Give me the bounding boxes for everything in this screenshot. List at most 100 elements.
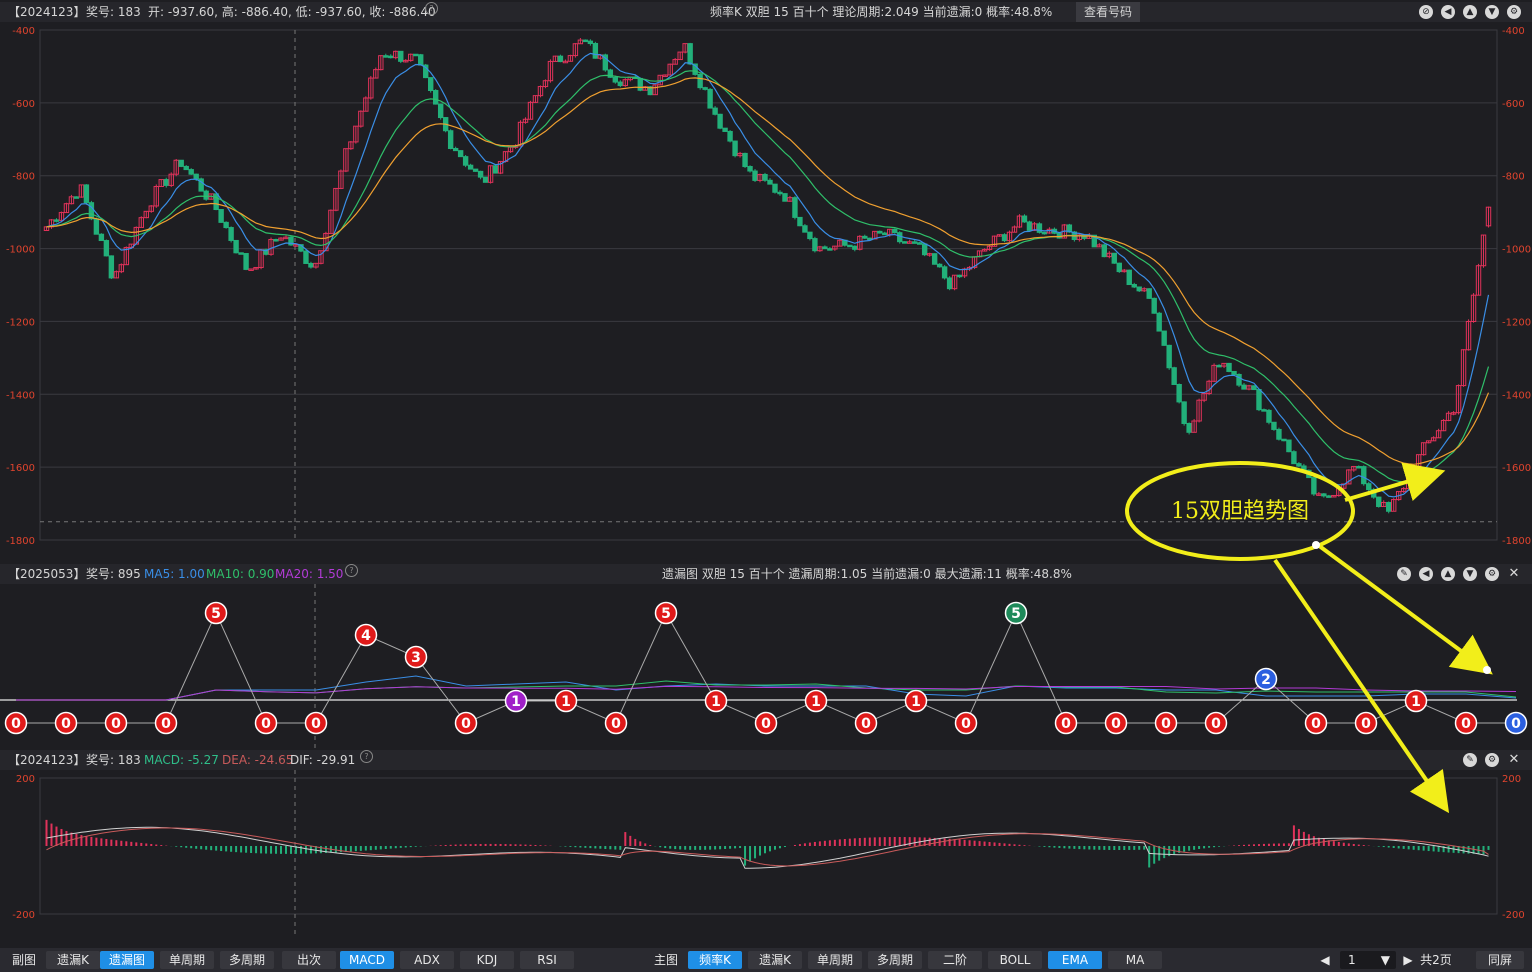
omission-point — [354, 623, 378, 647]
omission-point — [504, 689, 528, 713]
candle-body — [462, 156, 469, 166]
main-chart-button-4[interactable]: 多周期 — [868, 951, 922, 969]
candle-body — [1111, 252, 1117, 264]
ma5-label: MA5: 1.00 — [144, 567, 205, 581]
candle-body — [88, 202, 95, 220]
candle-body — [293, 244, 299, 247]
view-numbers-button[interactable]: 查看号码 — [1076, 2, 1141, 22]
candle-body — [916, 242, 923, 245]
candle-body — [1196, 399, 1202, 422]
page-select[interactable]: 1 ▼ — [1340, 951, 1396, 969]
main-chart-button-5[interactable]: 二阶 — [928, 951, 982, 969]
sub-chart-button-6[interactable]: MACD — [340, 951, 394, 969]
omission-point — [104, 711, 128, 735]
main-chart-button-1[interactable]: 频率K — [688, 951, 742, 969]
candle-body — [832, 245, 838, 250]
zoom-out-icon[interactable]: ⊘ — [1419, 5, 1433, 19]
candle-body — [1366, 483, 1372, 491]
candle-body — [143, 210, 149, 219]
candle-body — [1326, 495, 1332, 498]
y-tick-label: -800 — [12, 172, 35, 183]
up-icon[interactable]: ▲ — [1463, 5, 1477, 19]
dea-line — [46, 827, 1489, 867]
candle-body — [1031, 223, 1038, 231]
candle-body — [98, 233, 105, 242]
omission-point-label: 0 — [461, 716, 471, 732]
candle-body — [1475, 265, 1482, 296]
candle-body — [537, 86, 544, 97]
down-icon[interactable]: ▼ — [1463, 567, 1477, 581]
candle-body — [941, 266, 948, 279]
candle-body — [1201, 393, 1207, 401]
omission-point — [1054, 711, 1078, 735]
pin-icon[interactable]: ✎ — [1463, 753, 1477, 767]
candle-body — [388, 55, 394, 59]
candle-body — [53, 219, 60, 222]
main-chart-button-7[interactable]: EMA — [1048, 951, 1102, 969]
omission-point-label: 4 — [361, 628, 371, 644]
ma20-label: MA20: 1.50 — [275, 567, 344, 581]
candle-body — [752, 170, 758, 181]
next-page-icon[interactable]: ▶ — [1403, 953, 1413, 967]
settings-icon[interactable]: ⚙ — [1485, 567, 1499, 581]
annotation-overlay: 15双胆趋势图 — [1125, 461, 1493, 814]
settings-icon[interactable]: ⚙ — [1507, 5, 1521, 19]
sub-chart-button-4[interactable]: 多周期 — [220, 951, 274, 969]
macd-chart: 200 200 -200 -200 — [12, 770, 1525, 934]
close-icon[interactable]: ✕ — [1508, 752, 1520, 767]
candle-body — [662, 74, 668, 77]
main-chart-button-3[interactable]: 单周期 — [808, 951, 862, 969]
sub-chart-button-7[interactable]: ADX — [400, 951, 454, 969]
candle-body — [552, 55, 559, 62]
candle-body — [148, 205, 154, 212]
candle-body — [722, 127, 728, 132]
candle-body — [318, 250, 324, 264]
back-icon[interactable]: ◀ — [1441, 5, 1455, 19]
candle-body — [1176, 383, 1182, 403]
candle-body — [862, 235, 868, 239]
candle-body — [437, 103, 444, 119]
sub-chart-button-1[interactable]: 遗漏K — [46, 951, 100, 969]
main-chart-button-8[interactable]: MA — [1108, 951, 1162, 969]
candle-body — [1445, 412, 1452, 421]
candle-body — [78, 184, 85, 198]
main-chart-button-2[interactable]: 遗漏K — [748, 951, 802, 969]
settings-icon[interactable]: ⚙ — [1485, 753, 1499, 767]
omission-point-label: 5 — [1011, 606, 1021, 622]
candle-body — [936, 263, 943, 268]
candle-body — [1321, 493, 1327, 497]
candle-body — [1211, 364, 1217, 382]
candle-body — [223, 221, 229, 229]
pin-icon[interactable]: ✎ — [1397, 567, 1411, 581]
sub-chart-button-5[interactable]: 出次 — [282, 951, 336, 969]
back-icon[interactable]: ◀ — [1419, 567, 1433, 581]
candle-body — [1136, 286, 1142, 292]
candle-body — [482, 176, 489, 183]
close-icon[interactable]: ✕ — [1508, 566, 1520, 581]
candle-body — [612, 76, 619, 83]
omission-point-label: 0 — [1061, 716, 1071, 732]
candle-body — [582, 39, 589, 43]
sub-chart-button-9[interactable]: RSI — [520, 951, 574, 969]
sync-button[interactable]: 同屏 — [1476, 951, 1524, 969]
omission-point — [454, 711, 478, 735]
omission-point — [204, 601, 228, 625]
y-tick-label: -600 — [12, 99, 35, 110]
prev-page-icon[interactable]: ◀ — [1320, 953, 1330, 967]
sub-chart-button-3[interactable]: 单周期 — [160, 951, 214, 969]
sub-chart-button-2[interactable]: 遗漏图 — [100, 951, 154, 969]
candle-body — [1151, 297, 1157, 314]
prize-label: 奖号: 183 — [86, 753, 141, 767]
main-chart-button-6[interactable]: BOLL — [988, 951, 1042, 969]
sub-chart-button-8[interactable]: KDJ — [460, 951, 514, 969]
y-tick-label: -1400 — [1502, 390, 1531, 401]
candle-body — [368, 77, 374, 99]
candle-body — [1106, 252, 1112, 258]
candle-body — [58, 212, 65, 221]
up-icon[interactable]: ▲ — [1441, 567, 1455, 581]
omission-point — [1004, 601, 1028, 625]
candle-body — [907, 241, 913, 244]
down-icon[interactable]: ▼ — [1485, 5, 1499, 19]
omission-point-label: 0 — [1111, 716, 1121, 732]
candle-body — [1376, 496, 1382, 508]
